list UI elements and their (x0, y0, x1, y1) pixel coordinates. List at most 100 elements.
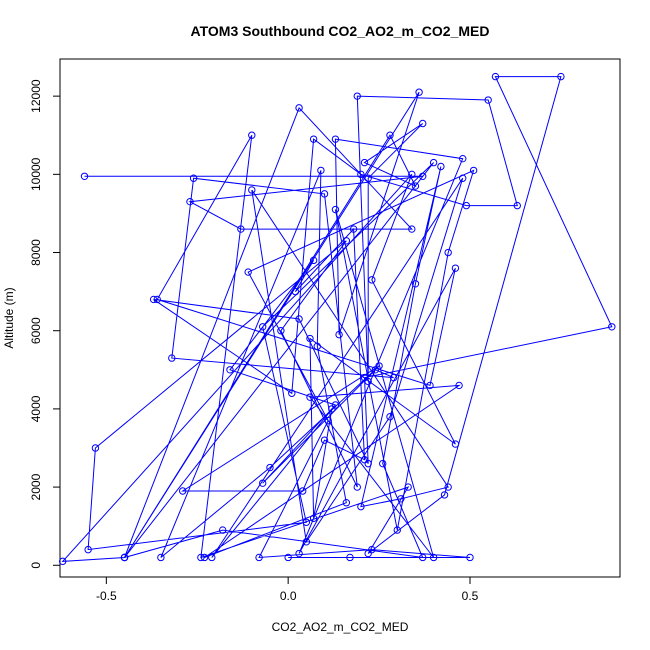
data-point (360, 373, 369, 382)
data-point (200, 553, 209, 562)
y-tick-label: 2000 (29, 473, 43, 500)
data-point (266, 463, 274, 472)
data-point (328, 405, 336, 413)
data-point (557, 72, 565, 81)
data-point (302, 538, 311, 546)
data-point (469, 166, 478, 175)
y-tick-label: 4000 (29, 395, 43, 422)
data-point (364, 549, 372, 558)
data-point (411, 182, 420, 190)
data-point (419, 119, 427, 128)
data-point (462, 201, 471, 210)
data-point (153, 295, 161, 304)
data-point (404, 483, 412, 491)
data-point (342, 499, 351, 507)
data-point (491, 72, 500, 81)
data-point (157, 553, 165, 562)
data-point (513, 201, 521, 210)
data-point (84, 545, 92, 554)
data-point (364, 459, 372, 468)
data-point (295, 104, 303, 112)
data-point (313, 342, 321, 351)
data-point (317, 166, 325, 175)
data-point (364, 174, 372, 182)
data-point (426, 381, 434, 390)
data-point (331, 205, 340, 214)
series-points (58, 72, 616, 566)
data-point (397, 495, 405, 503)
data-point (440, 491, 449, 499)
data-point (429, 158, 438, 167)
data-point (197, 553, 205, 562)
x-tick-label: 0.5 (462, 589, 479, 603)
y-axis: 0 2000 4000 6000 8000 10000 12000 (29, 79, 60, 569)
y-tick-label: 12000 (29, 79, 43, 113)
data-point (248, 186, 256, 194)
data-point (357, 170, 365, 179)
data-point (451, 264, 460, 272)
data-point (459, 154, 467, 163)
y-tick-label: 8000 (29, 239, 43, 266)
data-point (419, 553, 427, 562)
data-point (237, 225, 245, 233)
data-point (80, 172, 89, 180)
data-point (360, 456, 369, 464)
data-point (357, 502, 365, 511)
data-point (306, 334, 314, 343)
data-point (331, 401, 340, 409)
data-point (408, 170, 416, 179)
data-point (320, 190, 329, 198)
data-point (120, 553, 129, 562)
data-point (291, 287, 300, 296)
data-point (248, 131, 256, 139)
data-point (284, 553, 292, 562)
data-point (455, 381, 463, 390)
data-point (335, 330, 343, 339)
data-point (608, 323, 616, 331)
data-point (309, 256, 318, 265)
data-point (299, 487, 307, 495)
data-point (219, 526, 227, 534)
data-point (255, 553, 263, 562)
data-point (149, 295, 158, 304)
data-point (368, 545, 376, 554)
data-point (178, 487, 187, 495)
data-point (342, 237, 351, 245)
data-point (331, 135, 340, 143)
data-point (393, 526, 401, 534)
series-line (61, 76, 613, 562)
data-point (302, 518, 311, 526)
plot-frame (59, 58, 621, 578)
data-point (306, 393, 314, 401)
data-point (346, 553, 354, 562)
data-point (244, 268, 252, 276)
data-point (309, 135, 318, 143)
data-point (189, 174, 198, 182)
x-tick-label: -0.5 (96, 589, 117, 603)
data-point (320, 436, 329, 444)
data-point (375, 362, 383, 370)
data-point (186, 197, 194, 206)
data-point (379, 459, 387, 468)
chart-title: ATOM3 Southbound CO2_AO2_m_CO2_MED (191, 23, 490, 39)
data-point (226, 366, 234, 374)
data-point (371, 366, 380, 374)
data-point (91, 444, 100, 452)
data-point (349, 225, 358, 233)
data-point (288, 389, 296, 397)
data-point (360, 158, 369, 167)
data-point (168, 354, 176, 362)
data-point (415, 88, 423, 96)
data-point (466, 553, 474, 562)
data-point (408, 225, 416, 233)
y-tick-label: 0 (29, 562, 43, 569)
data-point (444, 248, 452, 257)
y-tick-label: 10000 (29, 157, 43, 191)
data-point (451, 440, 460, 448)
data-point (353, 92, 361, 100)
data-point (324, 416, 332, 425)
data-point (459, 174, 467, 182)
data-point (368, 276, 376, 284)
data-point (295, 549, 303, 558)
